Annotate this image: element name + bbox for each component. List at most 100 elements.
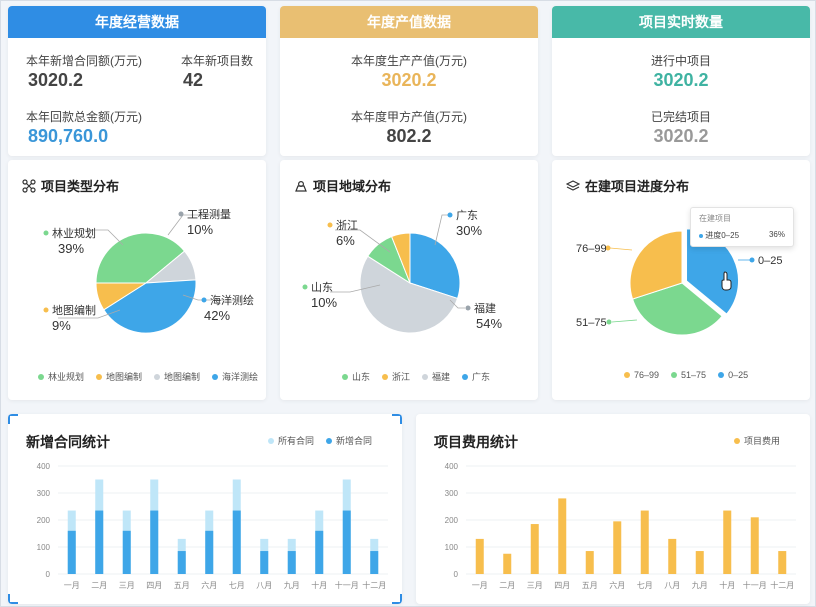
pie2-label-name-3: 浙江	[336, 219, 358, 232]
pie-slice-福建[interactable]	[359, 255, 459, 334]
legend-item[interactable]: 0–25	[718, 370, 748, 380]
bar-新增合同-九月[interactable]	[287, 551, 296, 574]
contract-chart-legend: 所有合同 新增合同	[267, 434, 372, 447]
x-tick-label: 六月	[609, 580, 625, 590]
x-tick-label: 十二月	[362, 580, 386, 590]
x-tick-label: 五月	[582, 581, 598, 590]
bar-项目费用-五月[interactable]	[585, 551, 594, 574]
project-region-title: 项目地域分布	[294, 176, 391, 195]
pie1-label-pct-2: 42%	[204, 308, 230, 323]
pie3-label-1: 51–75	[576, 317, 607, 329]
pie2-label-pct-1: 54%	[476, 316, 502, 331]
pie2-label-name-1: 福建	[474, 301, 496, 315]
pie3-label-2: 76–99	[576, 243, 607, 255]
bar-项目费用-六月[interactable]	[613, 521, 622, 574]
bar-新增合同-十二月[interactable]	[370, 551, 379, 574]
contract-chart-panel: 新增合同统计 所有合同 新增合同 0 100 200 300 400 一月 二月 三月 四月 五月…	[8, 414, 402, 604]
legend-item[interactable]: 76–99	[624, 370, 659, 380]
bar-新增合同-十一月[interactable]	[342, 510, 351, 574]
selection-corner	[8, 414, 18, 424]
pie-slice-广东[interactable]	[409, 232, 461, 300]
layers-icon	[566, 179, 580, 191]
project-type-legend: 林业规划 地图编制 地图编制 海洋测绘	[38, 370, 258, 383]
bar-项目费用-三月[interactable]	[530, 524, 539, 574]
progress-pie: 0–25 51–75 76–99	[576, 228, 782, 336]
pie2-label-pct-0: 30%	[456, 223, 482, 238]
pie1-label-name-1: 工程测量	[187, 208, 231, 221]
y-tick-label: 400	[37, 462, 51, 471]
pie-slice-海洋测绘[interactable]	[103, 279, 197, 334]
x-tick-label: 二月	[91, 581, 107, 590]
selection-corner	[392, 594, 402, 604]
pie-slice-地图编制[interactable]	[95, 282, 148, 311]
annual-output-header: 年度产值数据	[280, 6, 538, 38]
pie-slice-76–99[interactable]	[629, 230, 683, 300]
bar-项目费用-四月[interactable]	[558, 498, 567, 574]
bar-新增合同-一月[interactable]	[67, 530, 76, 574]
legend-item[interactable]: 所有合同	[267, 434, 314, 447]
legend-item[interactable]: 地图编制	[154, 370, 200, 383]
legend-item[interactable]: 广东	[462, 370, 490, 383]
x-tick-label: 十一月	[743, 580, 767, 590]
legend-item[interactable]: 地图编制	[96, 370, 142, 383]
pie1-label-name-3: 地图编制	[52, 303, 96, 317]
bar-项目费用-十二月[interactable]	[778, 551, 787, 574]
legend-item[interactable]: 海洋测绘	[212, 370, 258, 383]
project-count-card: 项目实时数量 进行中项目 3020.2 已完结项目 3020.2	[552, 6, 810, 156]
bar-新增合同-五月[interactable]	[177, 551, 186, 574]
pie2-label-pct-2: 10%	[311, 295, 337, 310]
bar-项目费用-十月[interactable]	[723, 510, 732, 574]
new-project-value: 42	[183, 70, 204, 90]
legend-item[interactable]: 51–75	[671, 370, 706, 380]
party-a-value: 802.2	[386, 126, 432, 146]
bar-新增合同-八月[interactable]	[260, 551, 269, 574]
bar-新增合同-七月[interactable]	[232, 510, 241, 574]
bar-项目费用-十一月[interactable]	[750, 517, 759, 574]
selection-corner	[8, 594, 18, 604]
annual-business-header: 年度经营数据	[8, 6, 266, 38]
bar-新增合同-四月[interactable]	[150, 510, 159, 574]
production-value: 3020.2	[381, 70, 437, 90]
bar-项目费用-二月[interactable]	[503, 553, 512, 574]
tooltip-title: 在建项目	[699, 214, 731, 223]
project-type-panel: 项目类型分布 林业规划 39% 工程测量 10% 海洋测绘 42% 地图编制 9…	[8, 160, 266, 400]
y-tick-label: 0	[46, 570, 51, 579]
project-type-title: 项目类型分布	[22, 176, 119, 195]
bar-新增合同-三月[interactable]	[122, 530, 131, 574]
hand-cursor-icon	[721, 271, 732, 291]
legend-item[interactable]: 山东	[342, 370, 370, 383]
bar-项目费用-八月[interactable]	[668, 538, 677, 574]
legend-item[interactable]: 林业规划	[38, 370, 84, 383]
done-projects-value: 3020.2	[653, 126, 709, 146]
legend-item[interactable]: 福建	[422, 370, 450, 383]
tooltip-value: 36%	[768, 230, 785, 239]
legend-item[interactable]: 浙江	[382, 370, 410, 383]
pie-slice-51–75[interactable]	[631, 282, 723, 336]
tooltip-series: 进度0–25	[705, 231, 740, 240]
pie-slice-林业规划[interactable]	[95, 232, 186, 284]
legend-item[interactable]: 新增合同	[325, 434, 372, 447]
x-tick-label: 三月	[527, 581, 543, 590]
party-a-value-label: 本年度甲方产值(万元)	[351, 110, 467, 124]
bar-新增合同-六月[interactable]	[205, 530, 214, 574]
y-tick-label: 100	[445, 543, 459, 552]
x-tick-label: 五月	[174, 581, 190, 590]
x-tick-label: 六月	[201, 580, 217, 590]
x-tick-label: 三月	[119, 581, 135, 590]
bar-项目费用-九月[interactable]	[695, 551, 704, 574]
x-tick-label: 九月	[284, 581, 300, 590]
pie3-label-0: 0–25	[758, 255, 782, 267]
legend-item[interactable]: 项目费用	[733, 434, 780, 447]
pie1-label-name-0: 林业规划	[52, 226, 96, 240]
bar-新增合同-二月[interactable]	[95, 510, 104, 574]
x-tick-label: 十二月	[770, 580, 794, 590]
contract-chart-title: 新增合同统计	[26, 434, 110, 450]
new-project-label: 本年新项目数	[181, 54, 254, 68]
pie2-label-name-2: 山东	[311, 281, 333, 294]
bar-新增合同-十月[interactable]	[315, 530, 324, 574]
ongoing-projects-value: 3020.2	[653, 70, 709, 90]
bar-项目费用-一月[interactable]	[475, 538, 484, 574]
pie2-label-name-0: 广东	[456, 209, 478, 222]
pie-slice-浙江[interactable]	[390, 232, 411, 284]
bar-项目费用-七月[interactable]	[640, 510, 649, 574]
